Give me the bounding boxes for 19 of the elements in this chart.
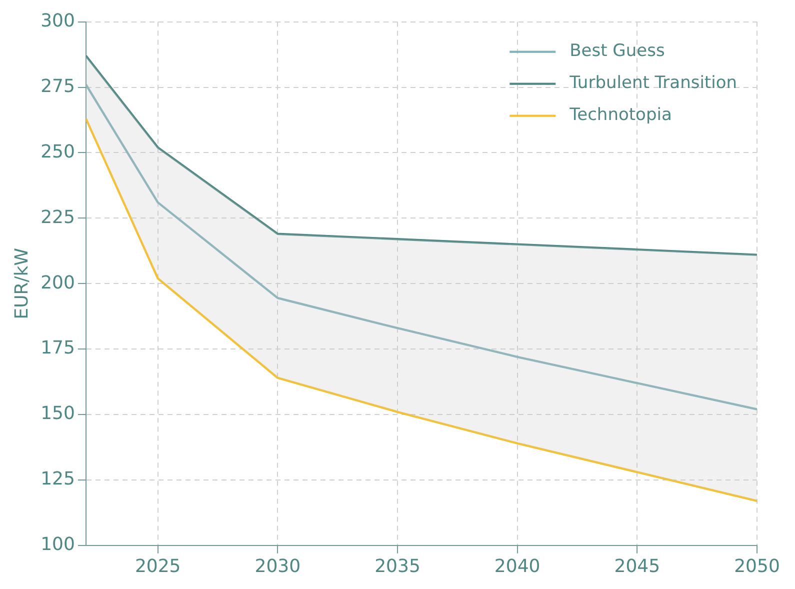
legend-label: Best Guess — [570, 41, 665, 62]
x-tick-label: 2035 — [374, 556, 420, 577]
y-tick-label: 150 — [40, 403, 75, 424]
x-tick-label: 2030 — [254, 556, 301, 577]
y-tick-label: 225 — [40, 206, 75, 228]
y-tick-label: 200 — [40, 272, 75, 294]
y-tick-label: 250 — [40, 141, 75, 162]
legend-label: Turbulent Transition — [568, 73, 738, 94]
x-tick-label: 2045 — [614, 556, 660, 577]
y-tick-label: 275 — [40, 76, 75, 97]
y-tick-label: 125 — [40, 468, 75, 490]
x-tick-label: 2040 — [494, 556, 540, 577]
y-tick-label: 100 — [40, 534, 75, 556]
x-tick-label: 2025 — [134, 556, 181, 577]
x-tick-label: 2050 — [734, 556, 780, 577]
y-tick-label: 300 — [40, 10, 75, 32]
y-tick-label: 175 — [40, 338, 75, 359]
y-axis-title: EUR/kW — [11, 248, 32, 320]
legend-label: Technotopia — [568, 105, 672, 126]
